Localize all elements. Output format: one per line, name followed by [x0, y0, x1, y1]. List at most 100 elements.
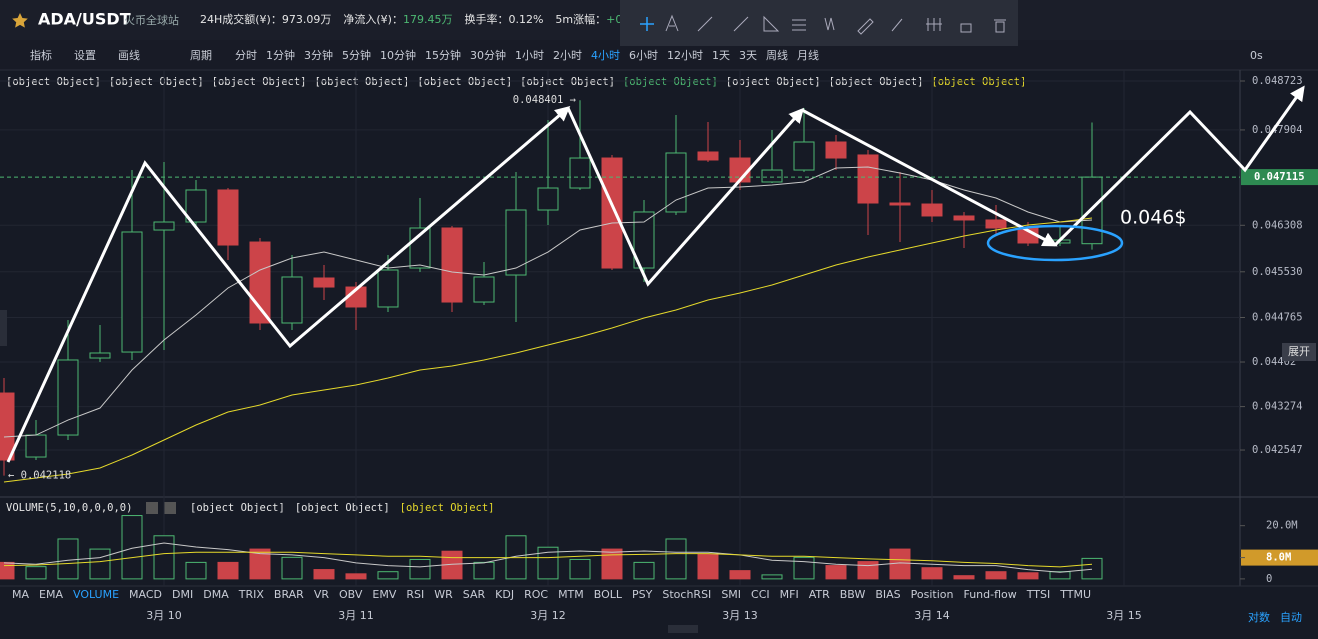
volume-bar [25, 566, 47, 580]
volume-bar [473, 561, 495, 580]
indicator-tab[interactable]: RSI [406, 588, 424, 601]
volume-bar [537, 546, 559, 580]
scale-option[interactable]: 自动 [1280, 611, 1302, 624]
indicator-tab[interactable]: ATR [809, 588, 830, 601]
volume-bar [761, 574, 783, 580]
stat-label: 5m涨幅： [555, 13, 606, 26]
period-button[interactable]: 10分钟 [380, 48, 416, 62]
indicator-tab[interactable]: TTSI [1026, 588, 1050, 601]
indicator-tab[interactable]: CCI [751, 588, 770, 601]
indicator-tab[interactable]: BBW [840, 588, 866, 601]
indicator-tab[interactable]: PSY [632, 588, 653, 601]
ma-line [3, 166, 1093, 438]
volume-bar [409, 558, 431, 580]
info-text: [object Object] [6, 76, 101, 88]
indicator-tab[interactable]: BOLL [594, 588, 623, 601]
indicator-tab[interactable]: TRIX [238, 588, 265, 601]
period-button[interactable]: 15分钟 [425, 48, 461, 62]
volume-bar [1017, 572, 1039, 580]
period-button[interactable]: 5分钟 [342, 48, 371, 62]
period-button[interactable]: 周线 [766, 48, 788, 62]
indicator-tab[interactable]: VR [314, 588, 330, 601]
indicator-tab[interactable]: VOLUME [73, 588, 119, 601]
close-icon[interactable] [164, 502, 176, 514]
period-label[interactable]: 周期 [190, 49, 212, 62]
candle-body [153, 221, 175, 231]
period-button[interactable]: 分时 [235, 49, 257, 62]
period-button[interactable]: 月线 [797, 48, 819, 62]
indicator-tab[interactable]: EMV [372, 588, 396, 601]
bottom-handle[interactable] [668, 625, 698, 633]
indicator-tab[interactable]: ROC [524, 588, 548, 601]
settings-icon[interactable] [146, 502, 158, 514]
indicator-tab[interactable]: Position [911, 588, 954, 601]
tool-button[interactable]: 画线 [118, 48, 140, 62]
info-text: [object Object] [417, 76, 512, 88]
candle-body [825, 141, 847, 159]
volume-ma-line [3, 542, 1093, 573]
info-text: [object Object] [931, 76, 1026, 88]
side-handle[interactable] [0, 310, 7, 346]
current-price-label: 0.047115 [1254, 171, 1305, 183]
period-button[interactable]: 3天 [739, 49, 757, 62]
expand-button[interactable] [1282, 343, 1316, 361]
current-price-box [1241, 169, 1318, 186]
candle-body [633, 211, 655, 269]
volume-bar [857, 561, 879, 580]
indicator-tab[interactable]: DMI [172, 588, 193, 601]
x-tick-label: 3月 12 [530, 609, 566, 622]
period-button[interactable]: 3分钟 [304, 48, 333, 62]
volume-bar [313, 569, 335, 580]
volume-bar [569, 558, 591, 580]
tool-button[interactable]: 设置 [74, 49, 96, 62]
indicator-tab[interactable]: DMA [203, 588, 229, 601]
period-button[interactable]: 2小时 [553, 49, 582, 62]
indicator-tab[interactable]: TTMU [1059, 588, 1091, 601]
candle-body [569, 157, 591, 189]
indicator-tab[interactable]: BIAS [875, 588, 900, 601]
expand-label[interactable]: 展开 [1288, 345, 1310, 358]
volume-bar [633, 561, 655, 580]
period-button[interactable]: 12小时 [667, 49, 703, 62]
tool-button[interactable]: 指标 [30, 48, 52, 62]
volume-ma-line [3, 551, 1093, 568]
info-text: [object Object] [109, 76, 204, 88]
candle-body [953, 215, 975, 221]
indicator-tab[interactable]: SMI [721, 588, 741, 601]
indicator-tab[interactable]: MFI [780, 588, 799, 601]
candle-body [697, 151, 719, 161]
indicator-tab[interactable]: Fund-flow [963, 588, 1016, 601]
volume-bar [0, 561, 15, 580]
low-marker: ← 0.042118 [8, 470, 71, 482]
volume-bar [281, 556, 303, 580]
indicator-tab[interactable]: SAR [463, 588, 486, 601]
indicator-tab[interactable]: EMA [39, 588, 63, 601]
period-button[interactable]: 1天 [712, 49, 730, 62]
candle-body [537, 187, 559, 211]
candle-body [505, 209, 527, 276]
ma-line [3, 217, 1093, 483]
y-tick-label: 20.0M [1266, 520, 1298, 532]
indicator-tab[interactable]: OBV [339, 588, 363, 601]
indicator-tab[interactable]: BRAR [274, 588, 304, 601]
volume-bar [697, 553, 719, 580]
volume-bar [185, 561, 207, 580]
indicator-tab[interactable]: StochRSI [662, 588, 711, 601]
volume-info: [object Object] [400, 502, 495, 514]
candle-body [985, 219, 1007, 229]
volume-bar [825, 565, 847, 580]
period-button[interactable]: 1小时 [515, 49, 544, 62]
indicator-tab[interactable]: MACD [129, 588, 162, 601]
candle-body [377, 269, 399, 308]
period-button[interactable]: 6小时 [629, 49, 658, 62]
period-button[interactable]: 30分钟 [470, 48, 506, 62]
scale-option[interactable]: 对数 [1248, 610, 1270, 624]
indicator-tab[interactable]: MA [12, 588, 29, 601]
period-button[interactable]: 4小时 [591, 49, 620, 62]
favorite-star[interactable] [12, 13, 28, 28]
indicator-tab[interactable]: MTM [558, 588, 584, 601]
indicator-tab[interactable]: KDJ [495, 588, 514, 601]
candle-body [793, 141, 815, 171]
indicator-tab[interactable]: WR [434, 588, 453, 601]
period-button[interactable]: 1分钟 [266, 48, 295, 62]
